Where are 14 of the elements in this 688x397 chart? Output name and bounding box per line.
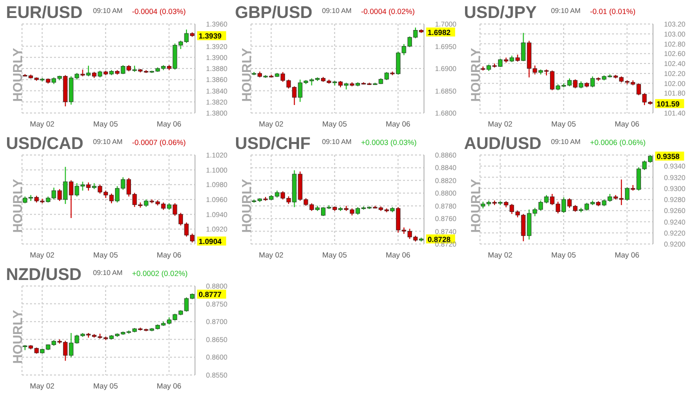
- chart-title: EUR/USD: [6, 3, 83, 23]
- chart-title: GBP/USD: [235, 3, 312, 23]
- y-axis-title: HOURLY: [10, 179, 25, 233]
- chart-title: USD/CAD: [6, 134, 84, 154]
- y-axis-title: HOURLY: [468, 179, 483, 233]
- chart-title: USD/JPY: [464, 3, 537, 23]
- y-axis-title: HOURLY: [10, 310, 25, 364]
- y-axis-title: HOURLY: [468, 48, 483, 102]
- chart-title: NZD/USD: [6, 265, 82, 285]
- chart-title: USD/CHF: [235, 134, 311, 154]
- chart-title: AUD/USD: [464, 134, 542, 154]
- y-axis-title: HOURLY: [10, 48, 25, 102]
- y-axis-title: HOURLY: [239, 48, 254, 102]
- y-axis-title: HOURLY: [239, 179, 254, 233]
